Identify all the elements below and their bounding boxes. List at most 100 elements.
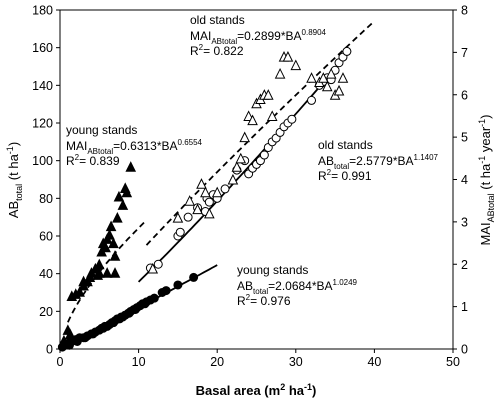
data-point [58,334,70,346]
data-point [239,131,251,143]
data-point [130,304,140,314]
annotation-young-mai: young stands MAIABtotal=0.6313*BA0.6554 … [66,123,203,168]
annotation-old-mai-equation: MAIABtotal=0.2899*BA0.8904 [190,28,327,46]
data-point [192,203,203,215]
data-point [147,262,159,274]
data-point [100,241,111,253]
data-point [172,212,184,223]
data-point [204,207,215,219]
y-right-tick-label: 0 [461,343,468,357]
data-point [306,72,317,83]
data-point [173,280,183,290]
x-tick-label: 20 [210,355,224,369]
data-point [101,267,113,278]
y-axis-right-title: MAIABtotal (t ha-1 year-1) [477,114,496,245]
y-right-tick-label: 3 [461,215,468,229]
x-tick-label: 0 [57,355,64,369]
data-point [108,318,118,328]
y-left-tick-label: 60 [39,230,53,244]
data-point [211,186,223,198]
data-point [72,336,82,346]
annotation-old-ab-equation: ABtotal=2.5779*BA1.1407 [318,153,439,171]
data-point [109,267,121,278]
y-left-tick-label: 20 [39,305,53,319]
data-point [200,186,211,198]
annotation-young-mai-equation: MAIABtotal=0.6313*BA0.6554 [66,138,203,156]
x-tick-label: 30 [289,355,303,369]
data-point [104,228,115,240]
x-tick-label: 50 [446,355,460,369]
data-point [105,220,117,232]
data-point [149,293,159,303]
data-point [64,328,76,340]
y-left-tick-label: 40 [39,267,53,281]
annotation-old-ab: old stands ABtotal=2.5779*BA1.1407 R2= 0… [318,138,439,183]
y-left-tick-label: 80 [39,192,53,206]
data-point [175,227,185,237]
data-point [116,312,126,322]
young-stands-ab-series [57,272,199,352]
y-right-tick-label: 4 [461,173,468,187]
data-point [220,184,230,194]
annotation-old-mai-title: old stands [190,13,245,27]
young-stands-mai-fit [67,219,148,323]
data-point [117,199,129,210]
data-point [140,299,150,309]
data-point [204,197,214,207]
old-stands-ab-fit [137,49,352,283]
data-point [227,173,239,185]
y-left-tick-label: 180 [32,4,53,18]
data-point [333,84,345,96]
data-point [266,110,278,121]
data-point [112,212,123,223]
data-point [290,59,302,71]
annotation-young-mai-title: young stands [66,123,137,137]
data-point [231,161,243,172]
annotation-young-mai-r2: R2= 0.839 [66,153,120,168]
y-right-tick-label: 5 [461,131,468,145]
data-point [189,272,199,282]
data-point [161,286,171,296]
data-point [74,286,85,297]
annotation-young-ab-r2: R2= 0.976 [237,293,291,308]
data-point [93,267,105,278]
data-point [88,329,98,339]
y-right-tick-label: 7 [461,46,468,60]
y-left-tick-label: 120 [32,117,53,131]
data-point [153,259,163,269]
x-tick-label: 10 [132,355,146,369]
annotation-old-ab-r2: R2= 0.991 [318,168,372,183]
data-markers [57,46,352,352]
y-left-tick-label: 0 [46,343,53,357]
data-point [121,186,133,198]
annotation-old-mai: old stands MAIABtotal=0.2899*BA0.8904 R2… [190,13,327,58]
annotation-young-ab-equation: ABtotal=2.0684*BA1.0249 [237,278,358,296]
data-point [247,114,258,126]
fit-lines [59,20,376,350]
data-point [287,114,297,124]
data-point [262,89,274,100]
data-point [235,152,247,164]
data-point [337,72,349,83]
y-right-tick-label: 6 [461,88,468,102]
y-right-tick-label: 2 [461,258,468,272]
y-right-tick-label: 8 [461,4,468,18]
annotation-young-ab-title: young stands [237,263,308,277]
data-point [274,67,286,79]
data-point [282,50,294,62]
data-point [80,333,90,343]
old-stands-mai-fit [145,20,376,246]
y-left-tick-label: 100 [32,154,53,168]
young-stands-mai-series [58,161,137,346]
annotation-young-ab: young stands ABtotal=2.0684*BA1.0249 R2=… [237,263,358,308]
annotation-old-ab-title: old stands [318,138,373,152]
y-left-tick-label: 160 [32,41,53,55]
data-point [318,72,329,83]
data-point [98,323,108,333]
data-point [183,212,193,222]
data-point [184,195,195,206]
data-point [196,178,207,189]
data-point [307,95,317,105]
annotation-old-mai-r2: R2= 0.822 [190,43,244,58]
